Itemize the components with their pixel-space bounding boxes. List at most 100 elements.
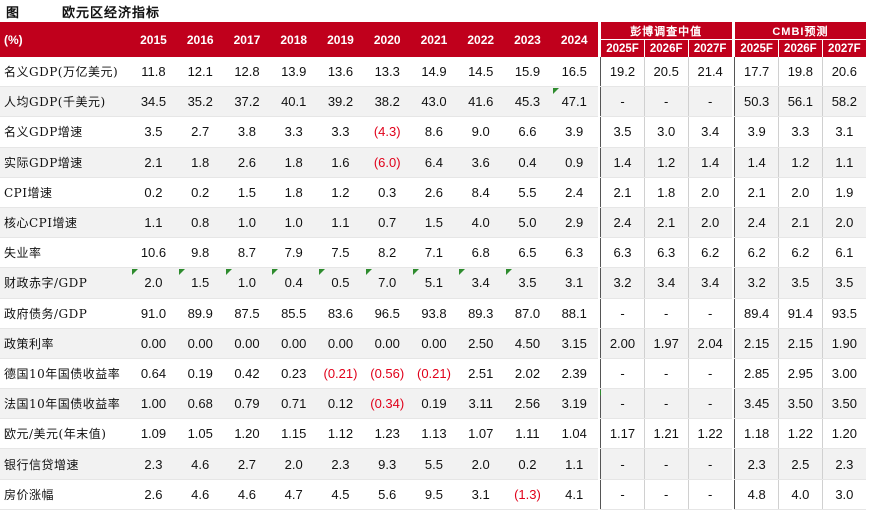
table-row: CPI增速 0.2 0.2 1.5 1.8 1.2 0.3 2.6 8.4 5.5 2.4 2.1 1.… — [0, 177, 866, 208]
historical-value-cell: (1.3) — [504, 479, 551, 510]
historical-value-cell: 11.8 — [130, 57, 177, 88]
forecast-year-header: 2027F — [687, 39, 732, 57]
historical-value-cell: 7.1 — [410, 237, 458, 269]
cmbi-value-cell: 1.20 — [821, 418, 866, 450]
historical-value-cell: 2.39 — [550, 358, 598, 390]
consensus-value-cell: - — [643, 388, 689, 420]
historical-value-cell: 3.15 — [550, 328, 598, 359]
consensus-value-cell: 1.22 — [687, 418, 732, 450]
consensus-value-cell: 3.4 — [643, 267, 689, 299]
consensus-value-cell: 6.3 — [600, 237, 645, 269]
consensus-value-cell: 3.0 — [643, 116, 689, 148]
row-label: 法国10年国债收益率 — [0, 388, 131, 420]
note-marker-icon — [132, 269, 139, 276]
historical-value-cell: 89.3 — [457, 298, 505, 329]
historical-value-cell: 12.8 — [223, 57, 271, 88]
historical-value-cell: 7.9 — [270, 237, 318, 269]
consensus-value-cell: 21.4 — [687, 57, 732, 88]
historical-value-cell: 6.6 — [504, 116, 551, 148]
table-row: 人均GDP(千美元) 34.5 35.2 37.2 40.1 39.2 38.2 43.0 41… — [0, 86, 866, 118]
historical-value-cell: 0.2 — [130, 177, 177, 208]
row-label: 欧元/美元(年末值) — [0, 418, 131, 450]
consensus-value-cell: 19.2 — [600, 57, 645, 88]
consensus-value-cell: - — [600, 479, 645, 510]
cmbi-value-cell: 2.95 — [778, 358, 823, 390]
table-row: 欧元/美元(年末值) 1.09 1.05 1.20 1.15 1.12 1.23 1.13 1.… — [0, 418, 866, 450]
historical-value-cell: 1.8 — [270, 177, 318, 208]
historical-value-cell: 1.04 — [550, 418, 598, 450]
historical-value-cell: 8.4 — [457, 177, 505, 208]
cmbi-value-cell: 6.2 — [778, 237, 823, 269]
consensus-value-cell: 6.2 — [687, 237, 732, 269]
note-marker-icon — [412, 269, 419, 276]
forecast-year-header: 2025F — [600, 39, 645, 57]
historical-value-cell: 1.1 — [317, 207, 364, 239]
row-label: 失业率 — [0, 237, 131, 269]
note-marker-icon — [319, 269, 326, 276]
consensus-value-cell: 2.1 — [643, 207, 689, 239]
year-header: 2015 — [130, 22, 177, 57]
cmbi-value-cell: 1.90 — [821, 328, 866, 359]
cmbi-value-cell: 2.85 — [734, 358, 779, 390]
cmbi-value-cell: 89.4 — [734, 298, 779, 329]
consensus-value-cell: - — [643, 358, 689, 390]
cmbi-value-cell: 3.50 — [778, 388, 823, 420]
cmbi-value-cell: 58.2 — [821, 86, 866, 118]
consensus-value-cell: - — [643, 86, 689, 118]
consensus-value-cell: 3.5 — [600, 116, 645, 148]
row-label: 政府债务/GDP — [0, 298, 131, 329]
historical-value-cell: 1.09 — [130, 418, 177, 450]
table-row: 德国10年国债收益率 0.64 0.19 0.42 0.23 (0.21) (0.56) (0… — [0, 358, 866, 390]
historical-value-cell: 1.05 — [176, 418, 224, 450]
forecast-year-header: 2027F — [821, 39, 866, 57]
historical-value-cell: 6.4 — [410, 147, 458, 178]
forecast-year-header: 2026F — [643, 39, 689, 57]
historical-value-cell: 96.5 — [363, 298, 411, 329]
historical-value-cell: 9.3 — [363, 448, 411, 480]
historical-value-cell: 1.23 — [363, 418, 411, 450]
cmbi-value-cell: 4.8 — [734, 479, 779, 510]
cmbi-value-cell: 3.1 — [821, 116, 866, 148]
note-marker-icon — [365, 269, 372, 276]
historical-value-cell: 3.3 — [317, 116, 364, 148]
historical-value-cell: 0.2 — [176, 177, 224, 208]
cmbi-value-cell: 2.5 — [778, 448, 823, 480]
table-row: 房价涨幅 2.6 4.6 4.6 4.7 4.5 5.6 9.5 3.1 (1.3) 4.1- - -4… — [0, 479, 866, 510]
year-header: 2022 — [457, 22, 505, 57]
historical-value-cell: 0.19 — [176, 358, 224, 390]
year-header: 2018 — [270, 22, 318, 57]
historical-value-cell: 47.1 — [550, 86, 598, 118]
historical-value-cell: 1.8 — [176, 147, 224, 178]
table-row: 核心CPI增速 1.1 0.8 1.0 1.0 1.1 0.7 1.5 4.0 5.0 2.9 2.4… — [0, 207, 866, 239]
historical-value-cell: 3.1 — [457, 479, 505, 510]
historical-value-cell: 2.56 — [504, 388, 551, 420]
historical-value-cell: 37.2 — [223, 86, 271, 118]
cmbi-value-cell: 3.50 — [821, 388, 866, 420]
historical-value-cell: 1.5 — [223, 177, 271, 208]
historical-value-cell: 2.6 — [410, 177, 458, 208]
historical-value-cell: 3.4 — [457, 267, 505, 299]
historical-value-cell: 2.1 — [130, 147, 177, 178]
historical-value-cell: 87.0 — [504, 298, 551, 329]
historical-value-cell: 6.3 — [550, 237, 598, 269]
consensus-value-cell: 2.1 — [600, 177, 645, 208]
historical-value-cell: 1.8 — [270, 147, 318, 178]
consensus-group-header: 彭博调查中值 — [600, 22, 732, 40]
historical-value-cell: 5.1 — [410, 267, 458, 299]
historical-value-cell: 0.68 — [176, 388, 224, 420]
historical-value-cell: 12.1 — [176, 57, 224, 88]
historical-value-cell: 2.6 — [223, 147, 271, 178]
consensus-value-cell: 1.4 — [600, 147, 645, 178]
consensus-value-cell: - — [687, 86, 732, 118]
cmbi-value-cell: 6.2 — [734, 237, 779, 269]
historical-value-cell: 4.7 — [270, 479, 318, 510]
cmbi-value-cell: 3.0 — [821, 479, 866, 510]
consensus-value-cell: 1.97 — [643, 328, 689, 359]
historical-value-cell: 2.9 — [550, 207, 598, 239]
cmbi-value-cell: 2.15 — [778, 328, 823, 359]
historical-value-cell: 9.0 — [457, 116, 505, 148]
consensus-value-cell: - — [643, 298, 689, 329]
historical-value-cell: (0.56) — [363, 358, 411, 390]
historical-value-cell: 6.5 — [504, 237, 551, 269]
historical-value-cell: 38.2 — [363, 86, 411, 118]
